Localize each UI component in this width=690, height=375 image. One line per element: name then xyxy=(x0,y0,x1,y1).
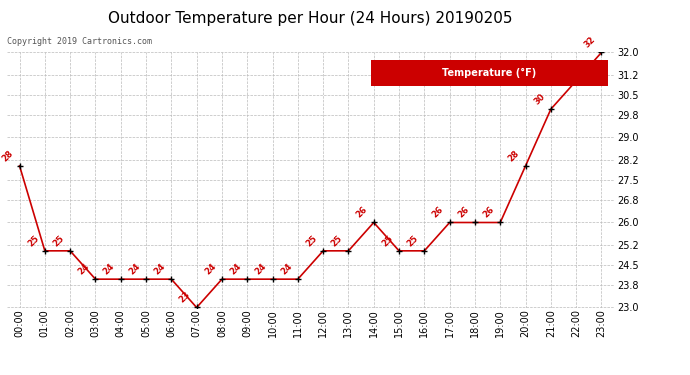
Text: 25: 25 xyxy=(51,233,66,248)
Text: 25: 25 xyxy=(380,233,395,248)
Text: 28: 28 xyxy=(1,148,15,163)
Text: 31: 31 xyxy=(558,63,572,78)
Text: 28: 28 xyxy=(506,148,522,163)
Text: 26: 26 xyxy=(456,205,471,220)
Text: 30: 30 xyxy=(532,92,546,106)
Text: 24: 24 xyxy=(203,262,218,276)
Text: Temperature (°F): Temperature (°F) xyxy=(442,68,537,78)
Text: 25: 25 xyxy=(406,233,420,248)
Text: 24: 24 xyxy=(77,262,91,276)
Text: 24: 24 xyxy=(279,262,294,276)
Text: 26: 26 xyxy=(355,205,370,220)
Text: Copyright 2019 Cartronics.com: Copyright 2019 Cartronics.com xyxy=(7,38,152,46)
Text: 25: 25 xyxy=(304,233,319,248)
Text: 23: 23 xyxy=(178,290,193,305)
Text: 24: 24 xyxy=(102,262,117,276)
Text: 25: 25 xyxy=(26,233,41,248)
Text: 32: 32 xyxy=(582,35,598,50)
Text: 26: 26 xyxy=(431,205,446,220)
Text: Outdoor Temperature per Hour (24 Hours) 20190205: Outdoor Temperature per Hour (24 Hours) … xyxy=(108,11,513,26)
Text: 24: 24 xyxy=(127,262,142,276)
Text: 24: 24 xyxy=(254,262,268,276)
Text: 25: 25 xyxy=(330,233,344,248)
Text: 26: 26 xyxy=(482,205,496,220)
Text: 24: 24 xyxy=(152,262,167,276)
Text: 24: 24 xyxy=(228,262,243,276)
FancyBboxPatch shape xyxy=(371,60,608,86)
